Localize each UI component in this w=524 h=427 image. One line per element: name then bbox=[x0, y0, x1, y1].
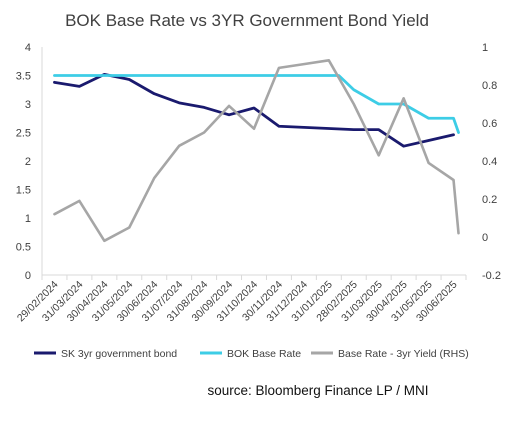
y-right-tick-labels: -0.2 0 0.2 0.4 0.6 0.8 1 bbox=[482, 42, 501, 282]
y-right-tick-label: 0 bbox=[482, 232, 488, 244]
y-left-tick-label: 2 bbox=[25, 156, 31, 168]
legend-label-bok-base: BOK Base Rate bbox=[227, 348, 301, 360]
legend-label-sk-3yr: SK 3yr government bond bbox=[61, 348, 177, 360]
series-line-sk-3yr bbox=[53, 72, 455, 148]
y-left-tick-label: 2.5 bbox=[16, 128, 31, 140]
series-line-bok-base bbox=[53, 74, 460, 134]
y-left-tick-label: 3 bbox=[25, 99, 31, 111]
chart-title: BOK Base Rate vs 3YR Government Bond Yie… bbox=[65, 11, 429, 30]
legend: SK 3yr government bond BOK Base Rate Bas… bbox=[34, 348, 469, 360]
y-right-tick-label: 0.4 bbox=[482, 156, 497, 168]
y-left-tick-label: 1 bbox=[25, 213, 31, 225]
source-note: source: Bloomberg Finance LP / MNI bbox=[207, 383, 428, 398]
series-line-spread bbox=[53, 58, 460, 243]
x-tick-marks bbox=[41, 275, 467, 280]
y-right-tick-label: 1 bbox=[482, 42, 488, 54]
y-left-tick-label: 4 bbox=[25, 42, 31, 54]
y-left-tick-label: 0.5 bbox=[16, 242, 31, 254]
y-right-tick-label: 0.8 bbox=[482, 80, 497, 92]
legend-label-spread: Base Rate - 3yr Yield (RHS) bbox=[338, 348, 469, 360]
y-right-tick-label: -0.2 bbox=[482, 270, 501, 282]
x-tick-labels: 29/02/202431/03/202430/04/202431/05/2024… bbox=[15, 279, 460, 325]
y-right-tick-label: 0.2 bbox=[482, 194, 497, 206]
y-left-tick-label: 1.5 bbox=[16, 185, 31, 197]
y-left-tick-label: 0 bbox=[25, 270, 31, 282]
y-left-tick-labels: 0 0.5 1 1.5 2 2.5 3 3.5 4 bbox=[16, 42, 31, 282]
series-layer bbox=[53, 58, 460, 243]
y-left-tick-label: 3.5 bbox=[16, 71, 31, 83]
y-right-tick-label: 0.6 bbox=[482, 118, 497, 130]
